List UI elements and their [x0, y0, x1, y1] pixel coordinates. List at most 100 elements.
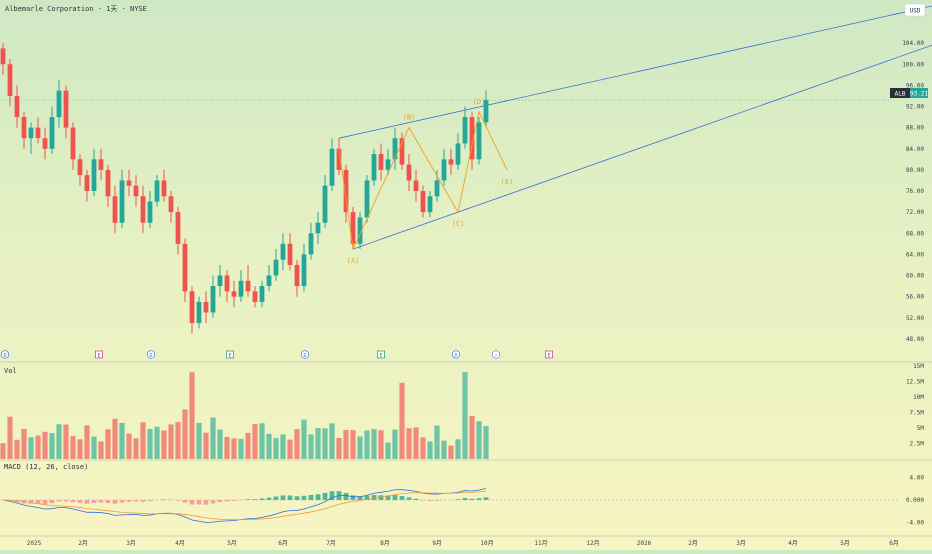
candle-body	[148, 202, 153, 223]
candle-body	[43, 138, 48, 149]
volume-bar	[252, 424, 257, 459]
currency-button[interactable]: USD	[905, 4, 925, 16]
event-marker[interactable]: D	[301, 351, 309, 359]
candle-body	[477, 122, 482, 159]
signal-line	[3, 491, 486, 520]
macd-histogram-bar	[309, 495, 314, 500]
macd-histogram-bar	[246, 499, 251, 500]
volume-bar	[203, 433, 208, 459]
volume-bar	[441, 441, 446, 459]
price-tick-label: 52.00	[906, 315, 924, 322]
macd-histogram-bar	[141, 500, 146, 502]
candle-body	[463, 117, 468, 143]
event-marker[interactable]: E	[227, 351, 234, 359]
macd-pane: 4.000.000-4.00	[0, 474, 924, 526]
time-tick-label: 2026	[637, 540, 652, 547]
macd-histogram-bar	[281, 495, 286, 500]
event-marker[interactable]: D	[1, 351, 9, 359]
macd-histogram-bar	[302, 496, 307, 500]
event-markers[interactable]: D E D E D E D ⚡ E	[1, 351, 552, 359]
time-tick-label: 12月	[586, 540, 599, 547]
macd-histogram-bar	[463, 498, 468, 500]
candle-body	[106, 170, 111, 196]
macd-line	[3, 489, 486, 523]
event-marker[interactable]: D	[452, 351, 460, 359]
volume-bar	[280, 434, 285, 459]
time-tick-label: 11月	[534, 540, 547, 547]
volume-bar	[469, 416, 474, 459]
candle-body	[281, 244, 286, 260]
volume-bar	[420, 437, 425, 459]
volume-bar	[294, 429, 299, 459]
volume-bar	[35, 436, 40, 459]
volume-bar	[238, 439, 243, 459]
macd-histogram-bar	[197, 500, 202, 505]
event-marker[interactable]: E	[546, 351, 553, 359]
candle-body	[344, 170, 349, 212]
macd-histogram-bar	[295, 496, 300, 500]
volume-bar	[0, 443, 5, 459]
candle-body	[316, 223, 321, 234]
axes: 48.0052.0056.0060.0064.0068.0072.0076.00…	[27, 40, 925, 547]
macd-histogram-bar	[92, 500, 97, 503]
wave-label: (D)	[473, 98, 486, 106]
candle-body	[78, 159, 83, 175]
macd-histogram-bar	[71, 500, 76, 502]
event-marker[interactable]: ⚡	[492, 351, 500, 359]
macd-histogram-bar	[435, 500, 440, 501]
volume-bar	[91, 437, 96, 459]
candle-body	[302, 254, 307, 286]
volume-bar	[154, 427, 159, 459]
event-marker-text: D	[3, 353, 6, 359]
volume-bar	[189, 372, 194, 459]
time-tick-label: 6月	[889, 540, 899, 547]
volume-bar	[182, 409, 187, 459]
price-tick-label: 88.00	[906, 125, 924, 132]
trendlines[interactable]	[339, 6, 932, 249]
candle-body	[449, 159, 454, 164]
volume-bar	[364, 430, 369, 459]
price-tick-label: 92.00	[906, 104, 924, 111]
volume-bar	[329, 423, 334, 459]
wave-labels: (A)(B)(C)(D)(E)	[347, 98, 514, 265]
volume-tick-label: 7.5M	[910, 410, 925, 417]
volume-bar	[350, 430, 355, 459]
candle-body	[267, 276, 272, 287]
candle-body	[22, 117, 27, 138]
candle-body	[386, 159, 391, 170]
candle-body	[246, 281, 251, 292]
price-tick-label: 68.00	[906, 230, 924, 237]
volume-bar	[245, 433, 250, 459]
macd-histogram-bar	[120, 500, 125, 503]
event-marker-text: ⚡	[494, 353, 497, 359]
time-tick-label: 2月	[78, 540, 88, 547]
macd-histogram-bar	[113, 500, 118, 504]
lower-trendline	[353, 45, 932, 249]
volume-bar	[231, 438, 236, 459]
price-badge: ALB 93.21	[890, 88, 928, 98]
event-marker[interactable]: D	[147, 351, 155, 359]
volume-bar	[399, 383, 404, 459]
event-marker-text: E	[547, 353, 550, 359]
candle-body	[36, 128, 41, 139]
candle-body	[379, 154, 384, 170]
symbol-title: Albemarle Corporation · 1天 · NYSE	[5, 5, 147, 13]
event-marker[interactable]: E	[96, 351, 103, 359]
candle-body	[295, 265, 300, 286]
event-marker[interactable]: E	[378, 351, 385, 359]
candle-body	[253, 291, 258, 302]
time-tick-label: 7月	[326, 540, 336, 547]
macd-histogram-bar	[400, 496, 405, 500]
volume-tick-label: 12.5M	[906, 379, 924, 386]
macd-histogram-bar	[477, 498, 482, 500]
macd-histogram-bar	[260, 498, 265, 500]
volume-bar	[161, 431, 166, 459]
candle-body	[393, 138, 398, 159]
candle-body	[113, 196, 118, 222]
volume-bar	[259, 423, 264, 459]
volume-bar	[126, 434, 131, 459]
candle-body	[218, 276, 223, 287]
candle-body	[190, 291, 195, 323]
